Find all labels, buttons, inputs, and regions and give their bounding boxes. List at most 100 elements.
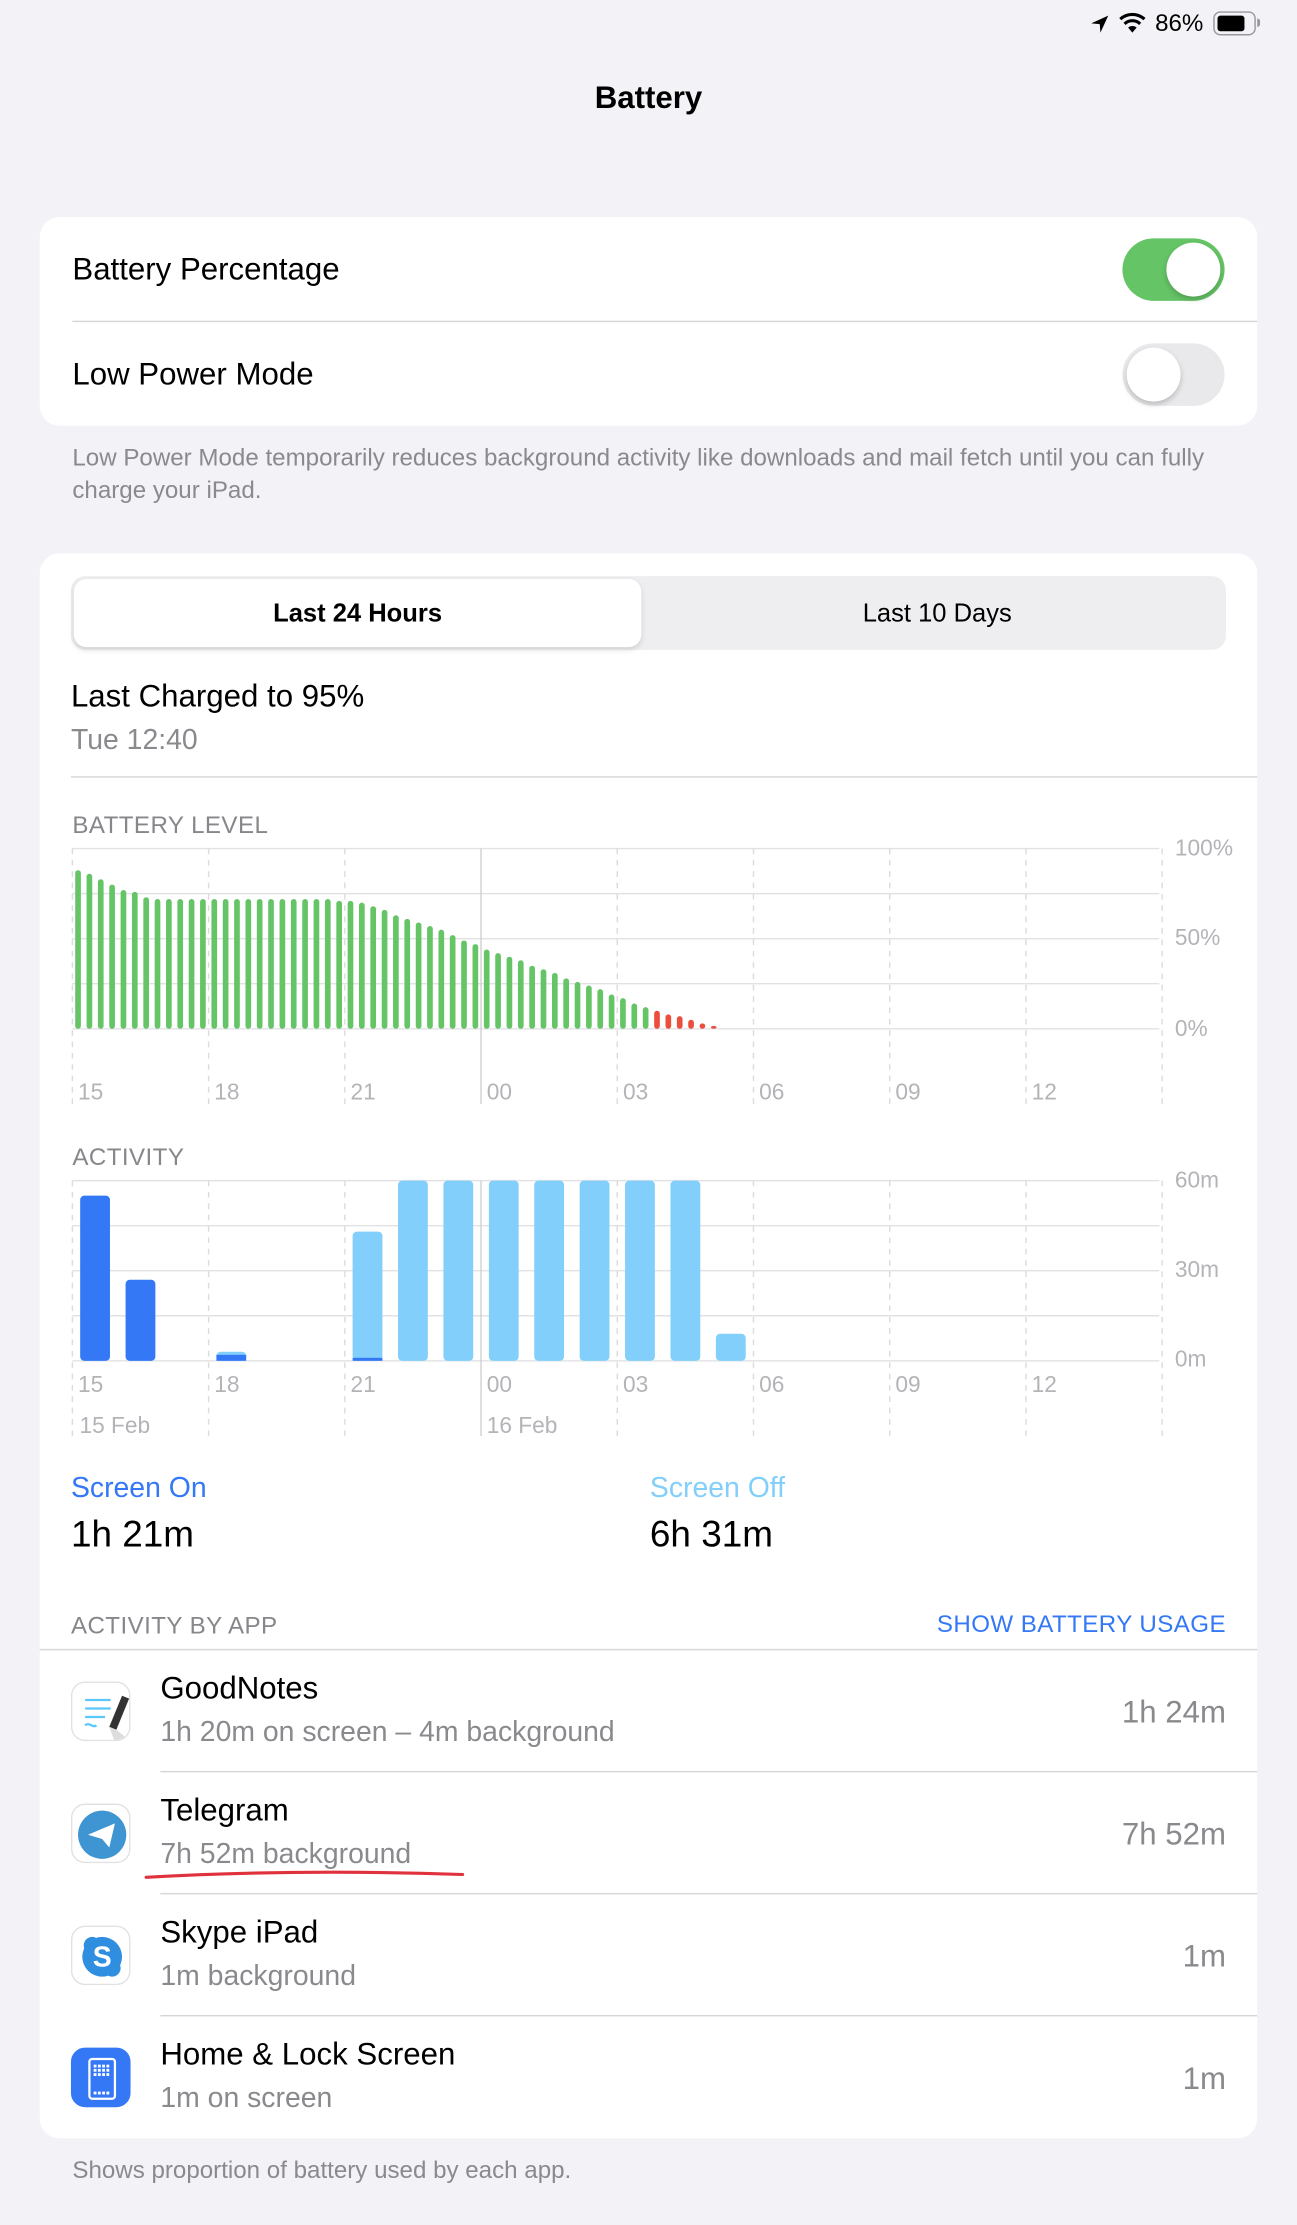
divider	[160, 1770, 1258, 1773]
x-tick: 12	[1031, 1373, 1057, 1398]
skype-icon: S	[70, 1925, 131, 1986]
x-tick: 12	[1031, 1081, 1057, 1106]
screen-off-bar	[488, 1180, 519, 1361]
tab-last-10-days[interactable]: Last 10 Days	[862, 598, 1012, 628]
low-power-mode-label: Low Power Mode	[72, 356, 314, 392]
battery-level-bar	[393, 915, 399, 1029]
battery-settings-card: Battery Percentage Low Power Mode	[39, 217, 1258, 426]
x-tick: 09	[895, 1373, 921, 1398]
red-underline-annotation	[144, 1870, 465, 1879]
app-row-goodnotes[interactable]: GoodNotes 1h 20m on screen – 4m backgrou…	[0, 1650, 1297, 1773]
battery-icon	[1213, 11, 1261, 36]
battery-level-bar	[336, 900, 342, 1029]
battery-level-bar	[574, 981, 581, 1029]
battery-level-bar	[620, 998, 626, 1029]
battery-level-bar	[188, 899, 195, 1029]
y-tick: 100%	[1174, 837, 1234, 862]
y-tick: 0m	[1174, 1348, 1207, 1373]
battery-level-bar	[256, 899, 263, 1029]
time-range-segmented-control: Last 24 Hours Last 10 Days	[70, 576, 1227, 650]
battery-level-bar	[631, 1003, 638, 1029]
battery-level-bar	[404, 918, 411, 1029]
low-power-footnote: Low Power Mode temporarily reduces backg…	[72, 444, 1205, 504]
battery-level-bar	[302, 899, 308, 1029]
y-tick: 0%	[1174, 1017, 1208, 1042]
app-name: Home & Lock Screen	[160, 2036, 456, 2072]
screen-off-bar	[715, 1333, 746, 1361]
battery-level-bar	[654, 1010, 660, 1029]
divider	[39, 1648, 1258, 1651]
app-name: Skype iPad	[160, 1914, 319, 1950]
battery-level-bar	[211, 899, 218, 1029]
wifi-icon	[1119, 12, 1146, 33]
screen-on-bar	[80, 1195, 110, 1361]
battery-level-bar	[506, 956, 513, 1029]
show-battery-usage-button[interactable]: SHOW BATTERY USAGE	[936, 1610, 1227, 1638]
screen-off-bar	[625, 1180, 655, 1361]
battery-level-bar	[120, 890, 127, 1029]
x-tick: 15	[78, 1081, 104, 1106]
screen-off-bar	[398, 1180, 428, 1361]
date-label: 15 Feb	[79, 1414, 151, 1439]
battery-level-bar	[529, 965, 535, 1029]
battery-level-bar	[472, 944, 479, 1029]
home-lock-screen-icon	[70, 2047, 131, 2108]
x-tick: 00	[486, 1081, 512, 1106]
battery-level-bar	[586, 985, 592, 1029]
battery-level-bar	[200, 899, 206, 1029]
svg-text:S: S	[93, 1942, 112, 1974]
last-charged-time: Tue 12:40	[70, 725, 198, 757]
battery-level-bar	[495, 953, 501, 1029]
battery-level-bar	[154, 899, 161, 1029]
battery-level-bar	[517, 960, 524, 1029]
x-tick: 03	[622, 1081, 649, 1106]
battery-level-bar	[642, 1007, 649, 1029]
battery-level-bar	[483, 949, 490, 1029]
battery-level-bar	[143, 897, 149, 1029]
battery-level-bar	[166, 899, 172, 1029]
x-tick: 15	[78, 1373, 104, 1398]
battery-level-bar	[381, 909, 388, 1029]
battery-percentage-toggle[interactable]	[1122, 238, 1225, 301]
battery-level-bar	[665, 1014, 672, 1029]
y-tick: 60m	[1174, 1169, 1220, 1194]
battery-level-bar	[427, 926, 433, 1029]
battery-level-bar	[109, 884, 115, 1029]
date-label: 16 Feb	[486, 1414, 558, 1439]
battery-level-bar	[290, 899, 297, 1029]
screen-off-bar	[534, 1180, 565, 1361]
activity-heading: ACTIVITY	[72, 1143, 185, 1171]
screen-on-bar	[216, 1354, 247, 1361]
app-row-skype[interactable]: S Skype iPad 1m background 1m	[0, 1894, 1297, 2017]
tab-last-24-hours[interactable]: Last 24 Hours	[273, 598, 443, 628]
battery-percentage-text: 86%	[1155, 9, 1204, 37]
selected-segment-indicator	[73, 578, 642, 648]
battery-level-bar	[370, 906, 377, 1029]
screen-on-bar	[125, 1279, 156, 1361]
x-tick: 09	[895, 1081, 921, 1106]
page-title: Battery	[594, 79, 703, 115]
battery-level-bar	[688, 1019, 694, 1029]
x-tick: 00	[486, 1373, 512, 1398]
x-tick: 18	[214, 1373, 240, 1398]
divider	[160, 2014, 1258, 2017]
battery-level-bar	[563, 978, 570, 1029]
battery-level-bar	[438, 929, 445, 1029]
location-arrow-icon	[1091, 15, 1109, 33]
low-power-mode-toggle[interactable]	[1122, 343, 1225, 406]
telegram-icon	[70, 1803, 131, 1864]
battery-level-bar	[245, 899, 252, 1029]
battery-level-bar	[415, 922, 422, 1029]
battery-level-bar	[676, 1016, 683, 1029]
app-row-home-lock-screen[interactable]: Home & Lock Screen 1m on screen 1m	[0, 2016, 1297, 2138]
app-usage-value: 7h 52m	[1121, 1816, 1227, 1852]
app-detail: 1m background	[160, 1961, 356, 1993]
app-row-telegram[interactable]: Telegram 7h 52m background 7h 52m	[0, 1772, 1297, 1895]
battery-level-bar	[86, 873, 93, 1029]
app-name: GoodNotes	[160, 1670, 319, 1706]
screen-off-value: 6h 31m	[649, 1512, 773, 1556]
divider	[72, 320, 1258, 323]
battery-level-bar	[324, 899, 331, 1029]
